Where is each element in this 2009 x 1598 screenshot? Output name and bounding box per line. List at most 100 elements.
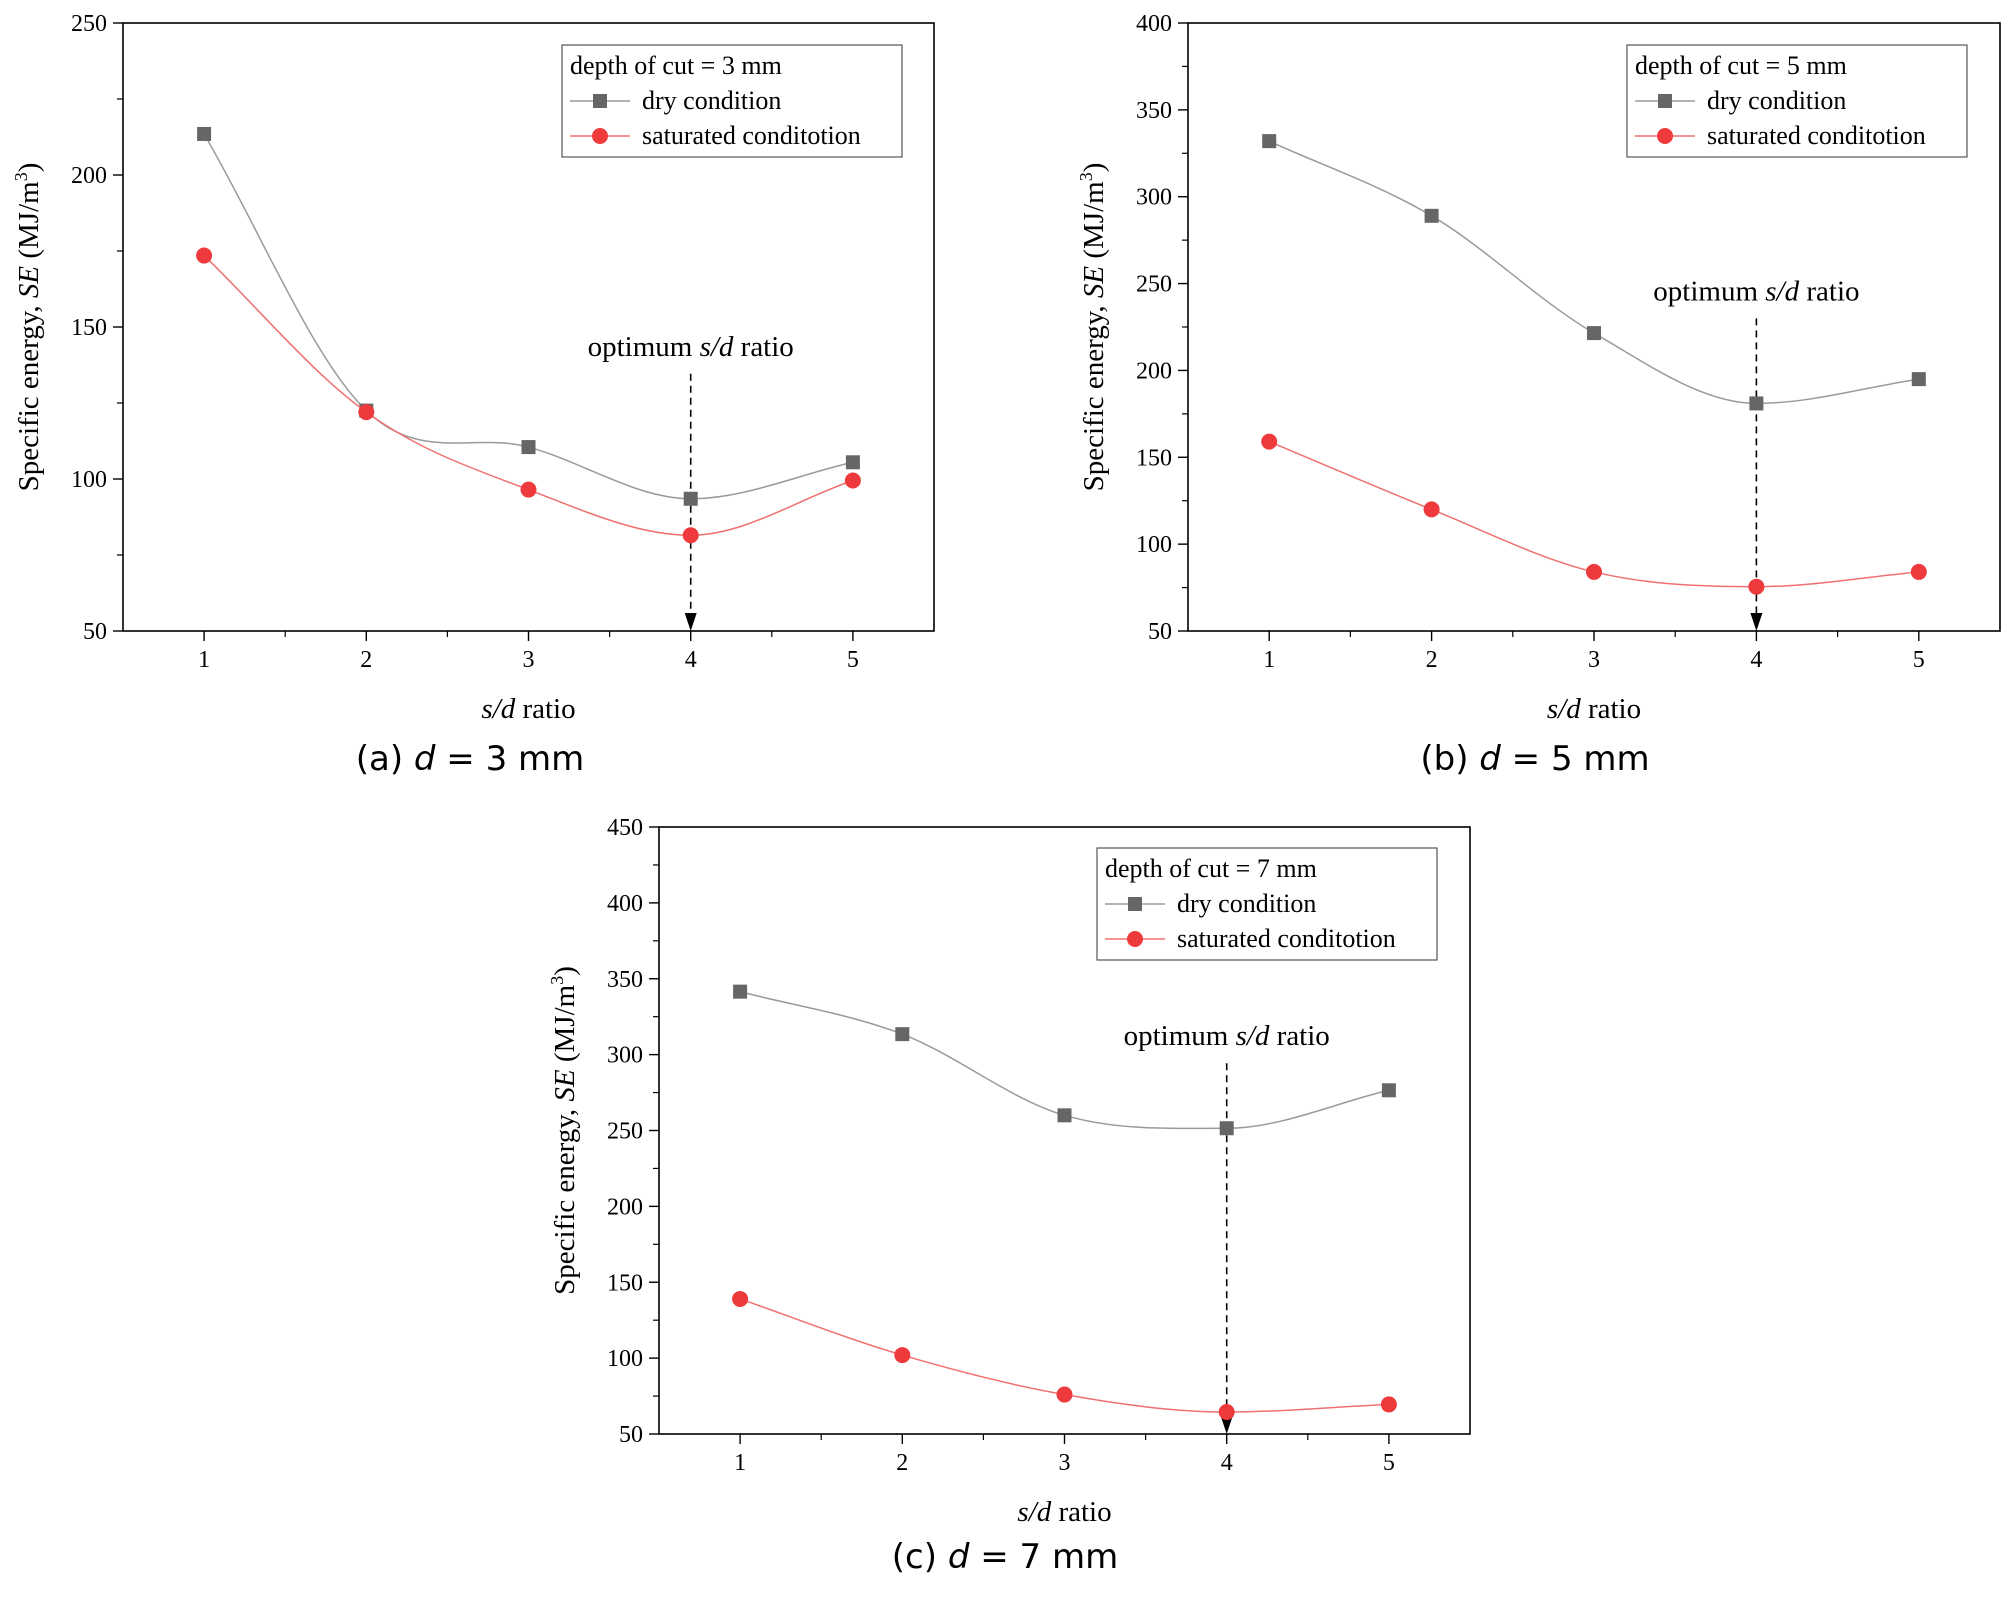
saturated-data-point <box>1261 433 1278 450</box>
dry-data-point <box>197 126 212 141</box>
y-tick-label: 150 <box>71 315 107 341</box>
y-tick-label: 350 <box>607 967 643 993</box>
y-axis-label: Specific energy, SE (MJ/m3) <box>547 966 581 1295</box>
y-tick-label: 100 <box>607 1346 643 1372</box>
dry-data-point <box>1057 1108 1072 1123</box>
optimum-annotation-italic: s/d <box>700 331 734 363</box>
panel-caption: (c) d = 7 mm <box>892 1537 1118 1577</box>
y-tick-label: 100 <box>1136 532 1172 558</box>
optimum-annotation-pre: optimum <box>588 331 700 363</box>
saturated-data-point <box>1056 1386 1073 1403</box>
y-tick-label: 50 <box>1148 619 1172 645</box>
x-tick-label: 4 <box>1221 1450 1233 1476</box>
y-axis-label-pre: Specific energy, <box>13 298 45 491</box>
chart-panel-c: 50 100 150 200 250 300 350 400 450 1 2 3 4 5 s/d ratio… <box>547 815 1471 1577</box>
y-axis-label-pre: Specific energy, <box>549 1102 581 1295</box>
x-tick-label: 5 <box>1383 1450 1395 1476</box>
y-tick-label: 250 <box>1136 272 1172 298</box>
caption-variable: d <box>414 739 436 779</box>
optimum-arrowhead <box>1220 1416 1233 1434</box>
x-axis-label-italic: s/d <box>1017 1496 1051 1528</box>
y-axis-label-sup: 3 <box>547 976 567 985</box>
y-tick-label: 150 <box>1136 445 1172 471</box>
x-axis-label-rest: ratio <box>515 693 575 725</box>
legend-marker-circle <box>592 128 608 144</box>
y-axis-label-sup: 3 <box>11 172 31 181</box>
dry-series-line <box>1268 140 1919 405</box>
legend-title: depth of cut = 3 mm <box>570 51 782 80</box>
x-tick-label: 2 <box>896 1450 908 1476</box>
legend-entry-dry: dry condition <box>1177 889 1316 918</box>
dry-data-point <box>1424 208 1439 223</box>
y-axis-label-close: ) <box>549 966 581 976</box>
optimum-annotation-pre: optimum <box>1653 275 1765 307</box>
legend-entry-saturated: saturated conditotion <box>1177 924 1396 953</box>
optimum-annotation-italic: s/d <box>1236 1020 1270 1052</box>
saturated-data-point <box>1910 563 1927 580</box>
x-axis-label: s/d ratio <box>1547 693 1641 725</box>
optimum-annotation-post: ratio <box>1269 1020 1329 1052</box>
legend-entry-saturated: saturated conditotion <box>642 121 861 150</box>
y-axis-label-italic: SE <box>1078 266 1110 299</box>
dry-data-point <box>1219 1121 1234 1136</box>
y-tick-label: 200 <box>607 1194 643 1220</box>
dry-data-point <box>845 455 860 470</box>
y-tick-label: 450 <box>607 815 643 841</box>
y-axis-label-italic: SE <box>549 1069 581 1102</box>
saturated-data-point <box>1218 1403 1235 1420</box>
optimum-annotation-post: ratio <box>733 331 793 363</box>
y-tick-label: 200 <box>71 163 107 189</box>
legend: depth of cut = 5 mm dry condition saturate… <box>1626 44 1968 158</box>
dry-data-point <box>683 491 698 506</box>
saturated-data-point <box>1586 563 1602 580</box>
caption-rest: = 7 mm <box>969 1537 1118 1577</box>
saturated-data-point <box>844 472 861 489</box>
y-tick-label: 400 <box>1136 11 1172 37</box>
x-tick-label: 3 <box>523 647 535 673</box>
caption-variable: d <box>1479 739 1501 779</box>
dry-data-point <box>1381 1083 1396 1098</box>
saturated-data-point <box>358 404 375 421</box>
y-axis-label: Specific energy, SE (MJ/m3) <box>1076 163 1110 492</box>
saturated-data-point <box>1748 578 1765 595</box>
caption-rest: = 3 mm <box>435 739 584 779</box>
y-tick-label: 300 <box>607 1043 643 1069</box>
caption-prefix: (a) <box>356 739 414 779</box>
y-axis-label-unit: (MJ/m <box>13 181 45 266</box>
dry-data-point <box>521 440 536 455</box>
x-tick-label: 5 <box>1913 647 1925 673</box>
caption-variable: d <box>948 1537 970 1577</box>
panel-caption: (a) d = 3 mm <box>356 739 585 779</box>
optimum-annotation-italic: s/d <box>1765 275 1799 307</box>
x-tick-label: 3 <box>1588 647 1600 673</box>
y-axis-label-unit: (MJ/m <box>1078 181 1110 266</box>
y-axis-label: Specific energy, SE (MJ/m3) <box>11 163 45 492</box>
x-tick-label: 1 <box>1263 647 1275 673</box>
legend-title: depth of cut = 7 mm <box>1105 854 1317 883</box>
x-axis-label: s/d ratio <box>1017 1496 1111 1528</box>
x-axis-label-rest: ratio <box>1051 1496 1111 1528</box>
x-axis-label-rest: ratio <box>1581 693 1641 725</box>
legend-title: depth of cut = 5 mm <box>1635 51 1847 80</box>
dry-data-point <box>733 984 748 999</box>
y-axis-label-pre: Specific energy, <box>1078 298 1110 491</box>
y-tick-label: 200 <box>1136 358 1172 384</box>
legend: depth of cut = 3 mm dry condition saturate… <box>561 44 903 158</box>
legend-entry-dry: dry condition <box>1707 86 1846 115</box>
y-axis-label-italic: SE <box>13 266 45 299</box>
caption-prefix: (b) <box>1420 739 1479 779</box>
y-tick-label: 250 <box>71 11 107 37</box>
legend-entry-dry: dry condition <box>642 86 781 115</box>
x-tick-label: 4 <box>1750 647 1762 673</box>
x-axis-label-italic: s/d <box>1547 693 1581 725</box>
chart-panel-b: 50 100 150 200 250 300 350 400 1 2 3 4 5 s/d ratio Spe… <box>1076 11 2001 779</box>
y-axis-label-sup: 3 <box>1076 172 1096 181</box>
chart-panel-a: 50 100 150 200 250 1 2 3 4 5 s/d ratio Specific ene… <box>11 11 935 779</box>
panel-caption: (b) d = 5 mm <box>1420 739 1649 779</box>
dry-data-point <box>1262 134 1277 149</box>
saturated-data-point <box>682 527 699 544</box>
dry-series-line <box>739 990 1390 1130</box>
x-tick-label: 2 <box>1426 647 1438 673</box>
legend: depth of cut = 7 mm dry condition saturate… <box>1096 847 1438 961</box>
